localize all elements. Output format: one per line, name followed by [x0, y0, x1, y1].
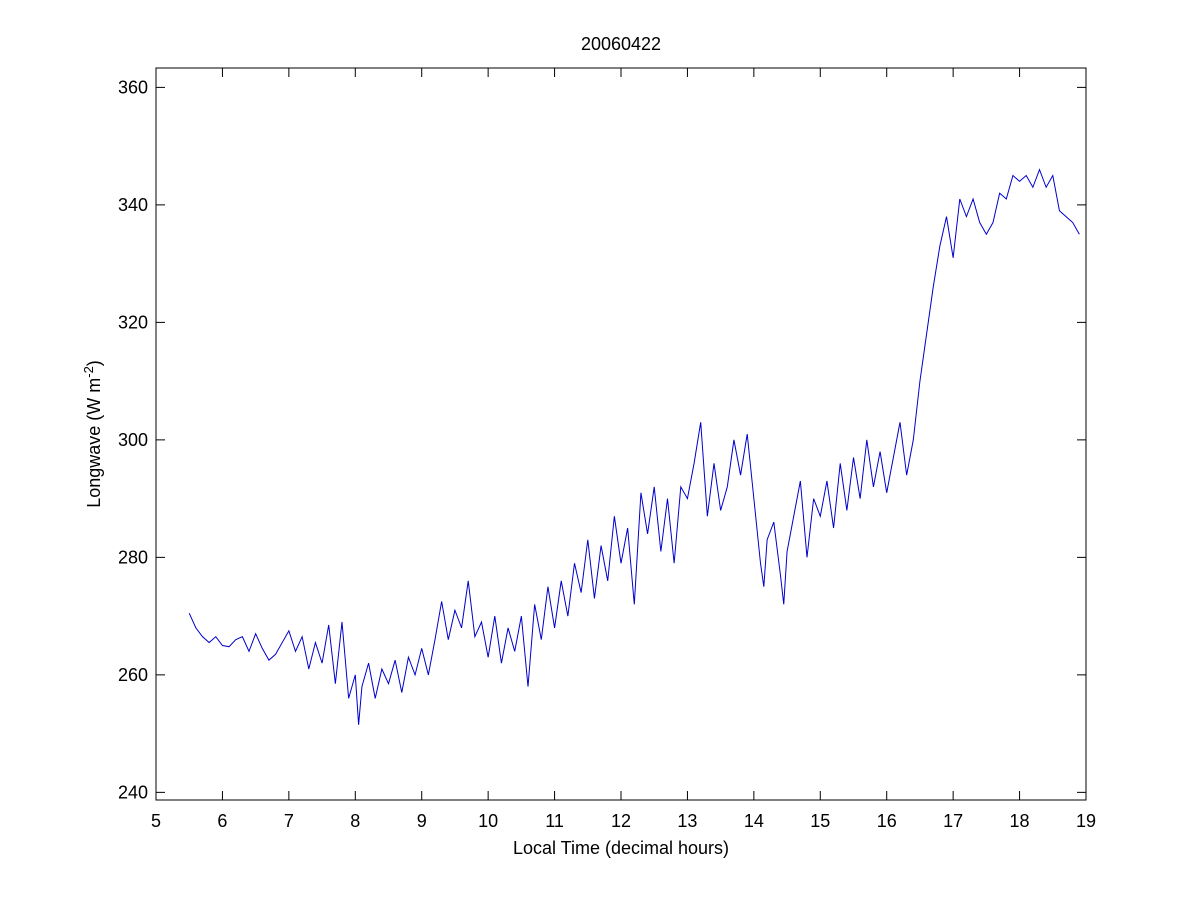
x-tick-label: 6	[217, 811, 227, 831]
y-label-sup: -2	[81, 366, 96, 378]
x-tick-label: 8	[350, 811, 360, 831]
y-tick-label: 240	[118, 782, 148, 802]
x-tick-label: 15	[810, 811, 830, 831]
x-tick-label: 5	[151, 811, 161, 831]
x-tick-label: 9	[417, 811, 427, 831]
x-tick-label: 13	[677, 811, 697, 831]
y-label-end: )	[84, 360, 104, 366]
x-tick-label: 19	[1076, 811, 1096, 831]
chart-title: 20060422	[581, 34, 661, 54]
x-tick-label: 14	[744, 811, 764, 831]
y-label-text: Longwave (W m	[84, 378, 104, 508]
y-tick-label: 320	[118, 312, 148, 332]
y-tick-label: 300	[118, 430, 148, 450]
x-tick-label: 18	[1010, 811, 1030, 831]
plot-frame	[155, 67, 1087, 801]
y-tick-label: 260	[118, 665, 148, 685]
y-tick-label: 360	[118, 77, 148, 97]
x-tick-label: 12	[611, 811, 631, 831]
x-tick-label: 17	[943, 811, 963, 831]
x-axis-label: Local Time (decimal hours)	[513, 838, 729, 858]
x-tick-label: 7	[284, 811, 294, 831]
y-tick-label: 280	[118, 547, 148, 567]
y-axis-label: Longwave (W m-2)	[81, 360, 104, 508]
x-tick-label: 10	[478, 811, 498, 831]
x-tick-label: 11	[545, 811, 564, 831]
data-line	[188, 168, 1080, 725]
x-tick-label: 16	[877, 811, 897, 831]
y-tick-label: 340	[118, 195, 148, 215]
